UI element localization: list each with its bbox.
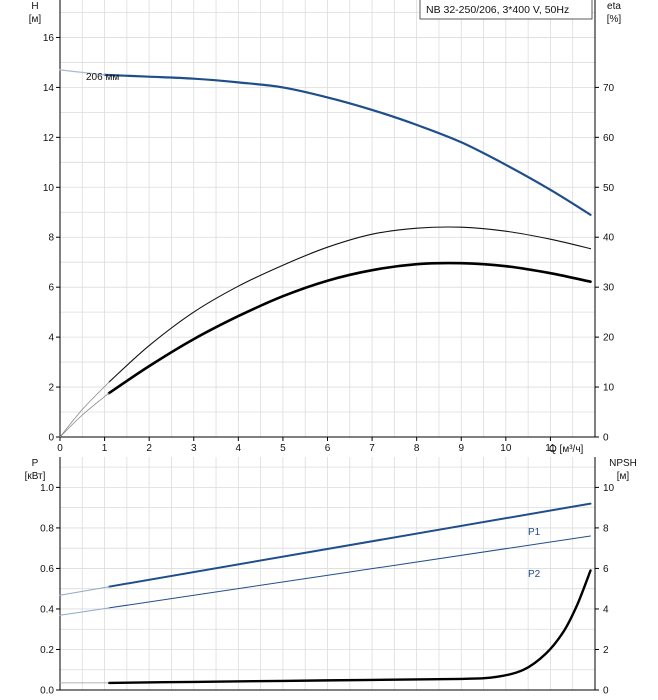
head-left-tick-label: 8 <box>48 233 54 244</box>
head-right-tick-label: 30 <box>603 283 615 294</box>
head-left-tick-label: 14 <box>43 83 55 94</box>
power-right-tick-label: 10 <box>603 483 615 494</box>
head-x-tick-label: 2 <box>146 443 152 454</box>
series-label-p2: P2 <box>528 569 541 580</box>
power-axis-label: P <box>32 458 39 469</box>
head-x-tick-label: 7 <box>369 443 375 454</box>
power-series-0 <box>108 502 592 588</box>
power-series-3 <box>59 607 110 616</box>
series-label-p1: P1 <box>528 527 541 538</box>
head-left-tick-label: 4 <box>48 333 54 344</box>
head-axis-unit: [м] <box>29 14 42 25</box>
head-left-tick-label: 12 <box>43 133 55 144</box>
npsh-axis-label: NPSH <box>609 458 637 469</box>
head-right-tick-label: 0 <box>603 433 609 444</box>
eta-axis-unit: [%] <box>607 14 622 25</box>
power-left-tick-label: 1.0 <box>40 483 54 494</box>
head-x-tick-label: 10 <box>500 443 512 454</box>
head-left-tick-label: 6 <box>48 283 54 294</box>
head-series-1 <box>59 69 106 76</box>
head-left-tick-label: 0 <box>48 433 54 444</box>
head-x-tick-label: 5 <box>280 443 286 454</box>
power-axis-unit: [кВт] <box>25 471 46 482</box>
head-x-tick-label: 8 <box>414 443 420 454</box>
head-series-4 <box>107 261 592 395</box>
head-series-5 <box>59 392 110 438</box>
eta-axis-label: eta <box>607 1 621 12</box>
head-right-tick-label: 70 <box>603 83 615 94</box>
power-left-tick-label: 0.4 <box>40 604 54 615</box>
head-left-tick-label: 2 <box>48 383 54 394</box>
power-left-tick-label: 0.6 <box>40 564 54 575</box>
head-axis-label: H <box>31 1 38 12</box>
head-series-3 <box>59 381 110 438</box>
power-series-4 <box>107 569 592 685</box>
head-x-tick-label: 11 <box>545 443 556 454</box>
head-x-tick-label: 0 <box>57 443 63 454</box>
power-right-tick-label: 6 <box>603 564 609 575</box>
power-right-tick-label: 0 <box>603 686 609 697</box>
head-x-tick-label: 9 <box>458 443 464 454</box>
head-left-tick-label: 10 <box>43 183 55 194</box>
head-x-tick-label: 3 <box>191 443 197 454</box>
head-right-tick-label: 40 <box>603 233 615 244</box>
title-box <box>419 0 593 20</box>
flow-axis-label: Q [м³/ч] <box>549 444 584 455</box>
power-left-tick-label: 0.8 <box>40 523 54 534</box>
chart-title: NB 32-250/206, 3*400 V, 50Hz <box>426 4 569 16</box>
npsh-axis-unit: [м] <box>617 471 630 482</box>
power-right-tick-label: 2 <box>603 645 609 656</box>
head-x-tick-label: 1 <box>102 443 108 454</box>
curve-annotation-206: 206 мм <box>86 72 119 83</box>
power-left-tick-label: 0.0 <box>40 686 54 697</box>
power-series-2 <box>108 535 591 609</box>
head-x-tick-label: 6 <box>325 443 331 454</box>
power-right-tick-label: 8 <box>603 523 609 534</box>
head-series-0 <box>103 73 592 216</box>
head-right-tick-label: 10 <box>603 383 615 394</box>
head-left-tick-label: 16 <box>43 33 55 44</box>
head-right-tick-label: 20 <box>603 333 615 344</box>
head-right-tick-label: 60 <box>603 133 615 144</box>
head-x-tick-label: 4 <box>236 443 242 454</box>
power-right-tick-label: 4 <box>603 604 609 615</box>
head-series-2 <box>108 226 592 383</box>
power-left-tick-label: 0.2 <box>40 645 54 656</box>
head-right-tick-label: 50 <box>603 183 615 194</box>
power-npsh-panel: 0.0 0.2 0.4 0.6 0.8 1.0 0 2 4 6 8 10 <box>40 457 615 697</box>
power-series-1 <box>59 586 110 596</box>
